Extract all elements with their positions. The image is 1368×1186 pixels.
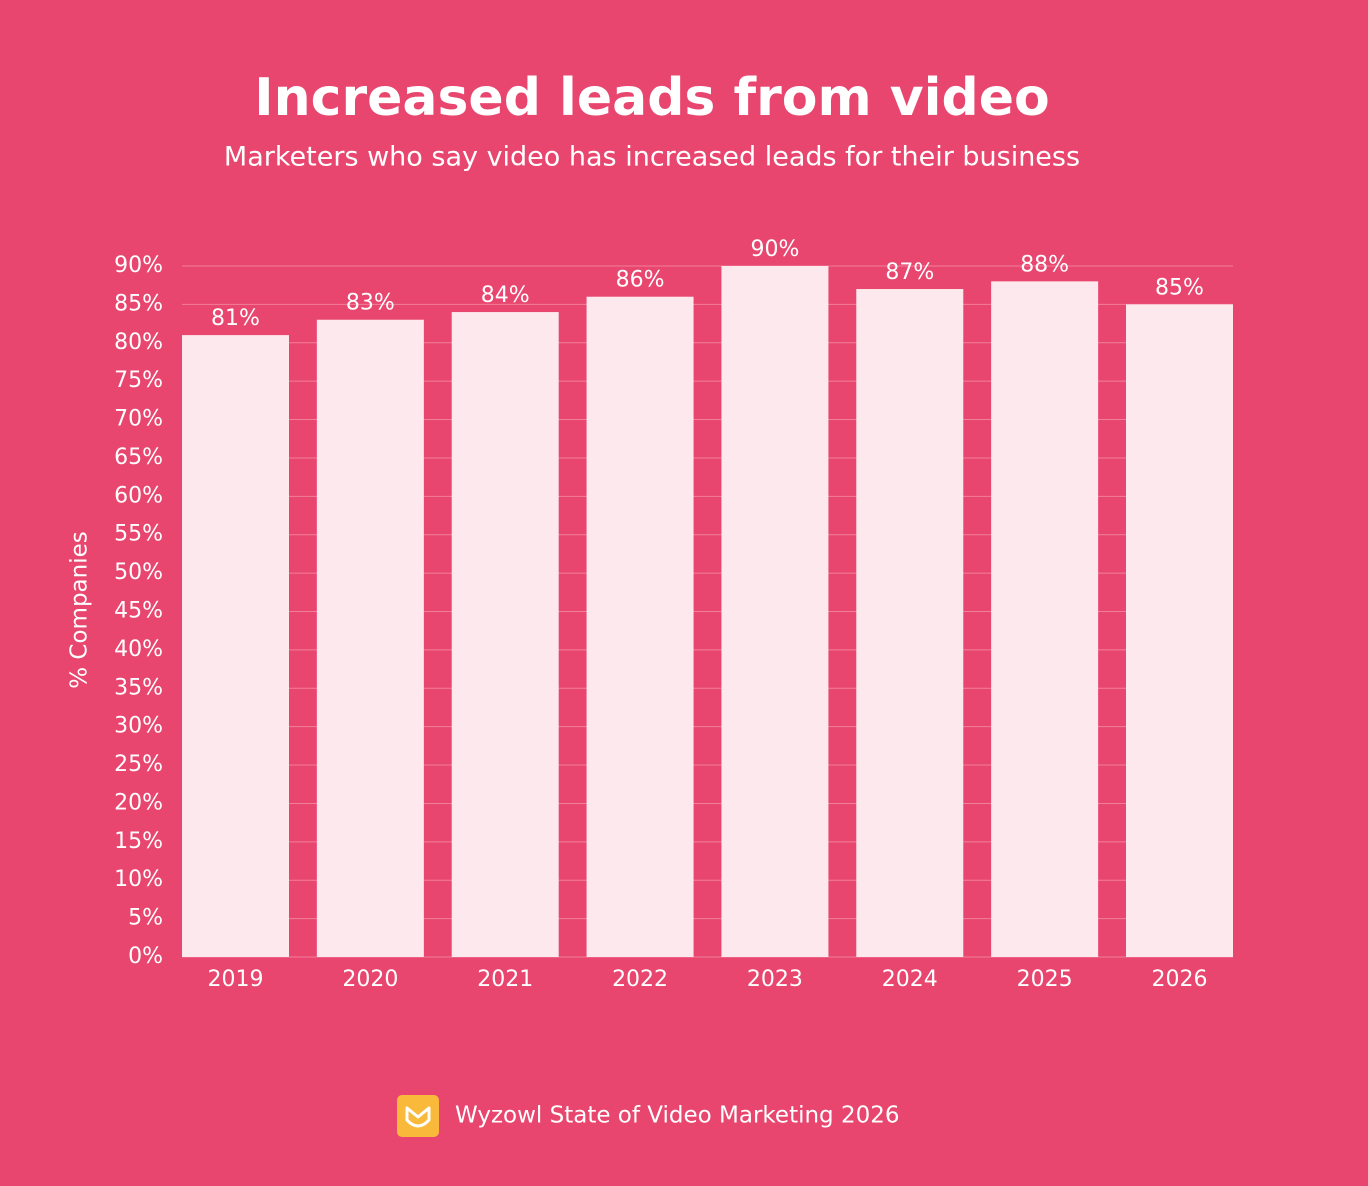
bar [182,335,289,958]
y-tick-label: 70% [114,407,163,432]
value-label: 85% [1155,275,1204,300]
logo-icon [405,1106,431,1128]
y-tick-label: 5% [128,906,163,931]
bar [586,296,694,957]
y-tick-label: 15% [114,829,163,854]
bar [991,281,1099,957]
x-tick-label: 2025 [1017,967,1073,992]
value-label: 88% [1020,252,1069,277]
value-label: 90% [750,237,799,262]
y-tick-label: 10% [114,867,163,892]
bar [316,319,424,957]
y-tick-label: 50% [114,560,163,585]
value-label: 86% [616,268,665,293]
x-tick-label: 2024 [882,967,938,992]
x-tick-label: 2019 [208,967,264,992]
y-tick-label: 25% [114,752,163,777]
y-tick-label: 45% [114,599,163,624]
x-tick-label: 2026 [1152,967,1208,992]
source-logo [397,1095,439,1137]
y-tick-label: 75% [114,368,163,393]
value-label: 84% [481,283,530,308]
source: Wyzowl State of Video Marketing 2026 [455,1103,900,1129]
y-axis-label: % Companies [67,531,93,689]
bar [856,289,964,957]
y-tick-label: 20% [114,790,163,815]
y-tick-label: 60% [114,483,163,508]
chart-subtitle: Marketers who say video has increased le… [224,142,1080,173]
y-tick-label: 55% [114,522,163,547]
y-tick-label: 65% [114,445,163,470]
y-tick-label: 40% [114,637,163,662]
y-tick-label: 35% [114,675,163,700]
y-tick-label: 30% [114,714,163,739]
bar [451,312,559,958]
y-tick-label: 85% [114,291,163,316]
x-tick-label: 2020 [342,967,398,992]
y-tick-label: 0% [128,944,163,969]
x-tick-label: 2023 [747,967,803,992]
value-label: 87% [885,260,934,285]
bar [721,266,829,957]
x-tick-label: 2021 [477,967,533,992]
y-tick-label: 80% [114,330,163,355]
chart-title: Increased leads from video [254,68,1049,128]
x-tick-label: 2022 [612,967,668,992]
value-label: 83% [346,291,395,316]
value-label: 81% [211,306,260,331]
y-tick-label: 90% [114,253,163,278]
bar [1126,304,1233,957]
